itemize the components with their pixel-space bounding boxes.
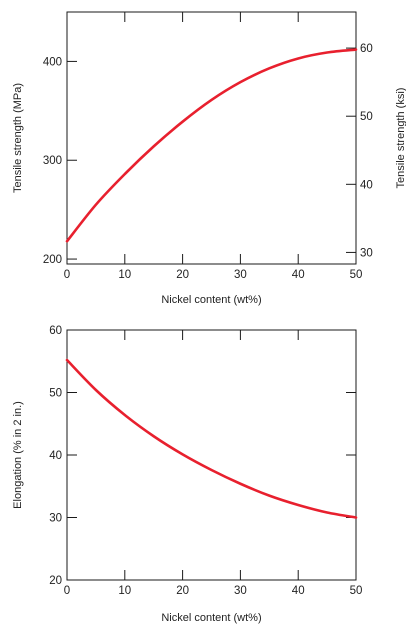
x-axis-label: Nickel content (wt%)	[161, 612, 261, 624]
y-tick-label: 400	[43, 56, 62, 68]
x-tick-label: 0	[64, 585, 70, 597]
x-tick-label: 40	[292, 269, 305, 281]
y-axis-label: Elongation (% in 2 in.)	[12, 401, 24, 509]
y-tick-label: 50	[49, 388, 62, 400]
x-tick-label: 10	[118, 269, 131, 281]
y2-tick-label: 50	[360, 111, 373, 123]
y2-ticks: 30 40 50 60	[346, 43, 373, 259]
series-line	[65, 48, 358, 243]
x-ticks: 0 10 20 30 40 50	[64, 12, 363, 281]
y2-tick-label: 60	[360, 43, 373, 55]
y-tick-label: 20	[49, 575, 62, 587]
y2-tick-label: 30	[360, 247, 373, 259]
y2-tick-label: 40	[360, 179, 373, 191]
series-layer	[65, 358, 358, 519]
y-axis-label: Tensile strength (MPa)	[12, 83, 24, 193]
plot-frame	[66, 329, 357, 581]
y-ticks: 20 30 40 50 60	[49, 325, 356, 587]
x-ticks: 0 10 20 30 40 50	[64, 330, 363, 597]
x-tick-label: 10	[118, 585, 131, 597]
x-tick-label: 50	[350, 269, 363, 281]
x-tick-label: 40	[292, 585, 305, 597]
x-tick-label: 0	[64, 269, 70, 281]
series-line	[65, 358, 358, 519]
elongation-chart: 0 10 20 30 40 50 20 30 40 50 60 Nickel content (w…	[12, 325, 362, 624]
plot-frame	[66, 11, 357, 265]
x-tick-label: 20	[176, 269, 189, 281]
x-tick-label: 30	[234, 269, 247, 281]
tensile-strength-chart: 0 10 20 30 40 50 200 300 400 30 40 50 60 Nickel co…	[12, 11, 406, 306]
x-tick-label: 30	[234, 585, 247, 597]
y-tick-label: 200	[43, 254, 62, 266]
y-tick-label: 300	[43, 155, 62, 167]
y-tick-label: 40	[49, 450, 62, 462]
x-tick-label: 20	[176, 585, 189, 597]
y-tick-label: 60	[49, 325, 62, 337]
series-layer	[65, 48, 358, 243]
x-axis-label: Nickel content (wt%)	[161, 294, 261, 306]
x-tick-label: 50	[350, 585, 363, 597]
y-ticks: 200 300 400	[43, 56, 77, 266]
y-tick-label: 30	[49, 513, 62, 525]
y2-axis-label: Tensile strength (ksi)	[395, 88, 406, 189]
